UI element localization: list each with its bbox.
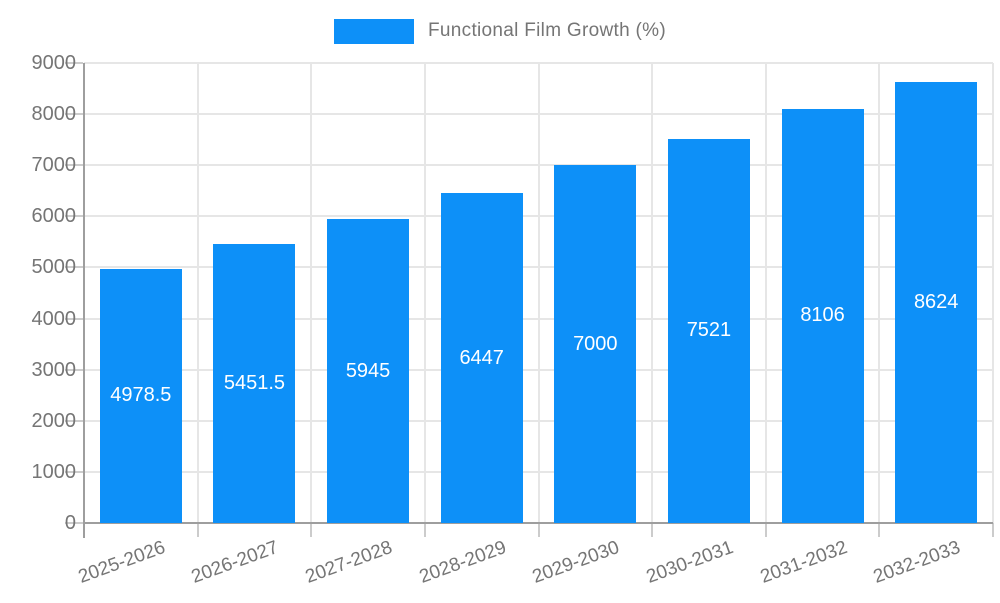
gridline-vertical <box>423 63 426 523</box>
y-axis-line <box>83 63 85 538</box>
y-tick-mark <box>65 215 83 218</box>
x-tick-label: 2025-2026 <box>75 537 168 588</box>
bar-value-label: 7000 <box>573 332 618 355</box>
y-tick-mark <box>65 470 83 473</box>
x-tick-mark <box>423 523 426 537</box>
y-tick-label: 9000 <box>31 52 77 74</box>
y-tick-mark <box>65 419 83 422</box>
legend: Functional Film Growth (%) <box>0 17 1000 45</box>
x-tick-mark <box>651 523 654 537</box>
x-tick-mark <box>310 523 313 537</box>
gridline-vertical <box>764 63 767 523</box>
x-tick-label: 2027-2028 <box>302 537 396 588</box>
y-tick-label: 2000 <box>31 409 77 432</box>
y-tick-mark <box>65 113 83 116</box>
x-tick-mark <box>992 523 994 537</box>
x-tick-mark <box>764 523 767 537</box>
y-tick-mark <box>65 266 83 269</box>
gridline-vertical <box>651 63 654 523</box>
y-tick-mark <box>65 522 83 524</box>
y-tick-mark <box>65 62 83 64</box>
y-tick-mark <box>65 164 83 167</box>
gridline-vertical <box>878 63 881 523</box>
y-tick-mark <box>65 317 83 320</box>
gridline-vertical <box>196 63 199 523</box>
gridline-vertical <box>310 63 313 523</box>
x-tick-label: 2031-2032 <box>757 537 850 588</box>
bar-value-label: 8106 <box>800 304 845 327</box>
y-tick-label: 1000 <box>31 460 77 483</box>
y-tick-label: 0 <box>64 512 76 534</box>
y-tick-label: 4000 <box>31 307 77 330</box>
legend-label: Functional Film Growth (%) <box>428 20 666 41</box>
bar-value-label: 5451.5 <box>223 372 286 395</box>
x-tick-label: 2028-2029 <box>416 537 509 588</box>
x-tick-label: 2029-2030 <box>529 537 623 588</box>
legend-swatch <box>334 18 415 44</box>
x-tick-label: 2026-2027 <box>189 537 282 588</box>
bar-value-label: 7521 <box>686 319 732 342</box>
x-tick-label: 2030-2031 <box>643 537 737 588</box>
bar: 7000 <box>554 165 637 523</box>
x-tick-label: 2032-2033 <box>870 537 964 588</box>
y-tick-label: 5000 <box>31 256 77 279</box>
x-tick-mark <box>878 523 881 537</box>
bar: 7521 <box>667 138 750 523</box>
bar-value-label: 5945 <box>345 359 391 382</box>
bar-value-label: 8624 <box>913 291 959 314</box>
y-tick-label: 7000 <box>31 154 77 177</box>
bar-value-label: 4978.5 <box>110 384 172 407</box>
bar-value-label: 6447 <box>459 346 504 369</box>
x-tick-mark <box>196 523 199 537</box>
gridline-vertical <box>537 63 540 523</box>
bar: 8624 <box>895 82 978 523</box>
bar: 8106 <box>781 108 864 523</box>
bar: 5945 <box>327 219 410 523</box>
y-tick-label: 3000 <box>31 358 77 381</box>
x-axis-line <box>84 522 993 524</box>
y-tick-label: 8000 <box>31 103 77 126</box>
bar: 6447 <box>440 193 523 523</box>
x-tick-mark <box>537 523 540 537</box>
y-tick-mark <box>65 368 83 371</box>
gridline-vertical <box>992 63 994 523</box>
bar: 4978.5 <box>99 268 182 523</box>
y-tick-label: 6000 <box>31 205 77 228</box>
plot-area: 4978.5 5451.5 5945 6447 7000 7521 8106 8624 <box>65 62 994 538</box>
bar: 5451.5 <box>213 244 296 523</box>
